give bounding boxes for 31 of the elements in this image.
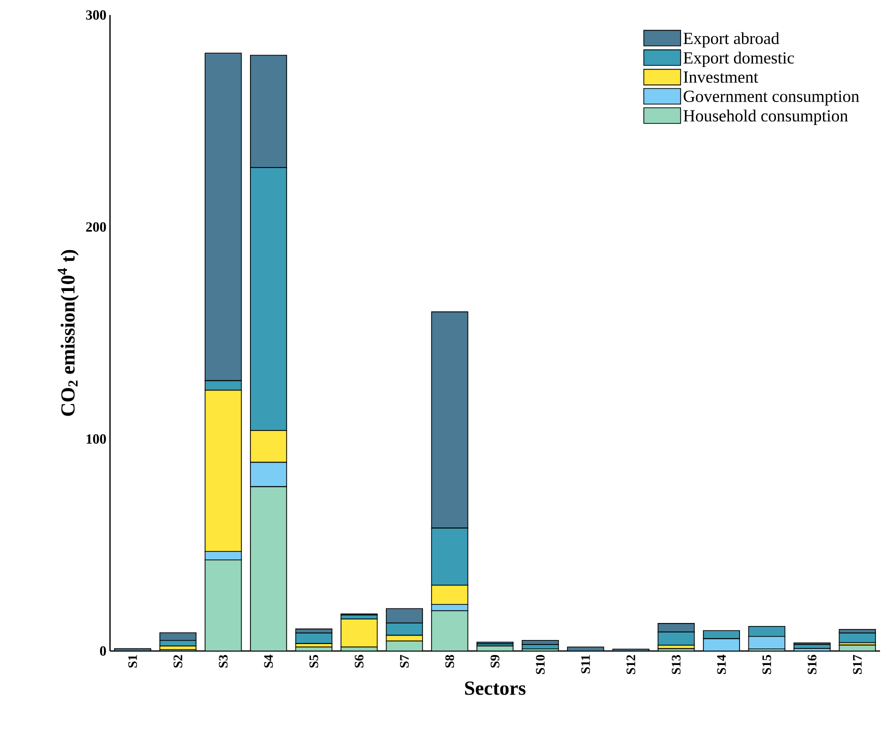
x-tick-label: S7 <box>400 654 409 668</box>
x-tick-label: S2 <box>174 655 182 668</box>
x-tick-label: S3 <box>218 654 228 668</box>
legend-label: Investment <box>684 72 758 83</box>
x-tick-label: S10 <box>536 655 545 674</box>
y-axis-title: CO$_{2}$ emission(10$^{4}$ t) <box>58 250 79 416</box>
x-tick-label: S5 <box>309 655 318 668</box>
x-tick-label: S13 <box>672 654 681 674</box>
legend-label: Government consumption <box>684 90 860 106</box>
x-tick-label: S16 <box>808 654 816 674</box>
x-tick-label: S11 <box>581 655 590 674</box>
x-tick-label: S1 <box>128 655 137 668</box>
y-tick-label: 100 <box>86 434 106 444</box>
x-tick-label: S6 <box>354 654 364 668</box>
x-tick-label: S4 <box>264 654 273 668</box>
x-tick-label: S15 <box>762 655 772 674</box>
legend-label: Export domestic <box>684 52 794 68</box>
x-tick-label: S8 <box>445 654 454 668</box>
bar <box>340 618 378 648</box>
bar <box>838 632 876 644</box>
y-tick-label: 200 <box>86 222 106 232</box>
x-tick-label: S12 <box>626 655 636 674</box>
x-tick-label: S17 <box>853 654 862 674</box>
x-tick-label: S9 <box>490 654 500 668</box>
x-tick-label: S14 <box>717 654 726 674</box>
legend-label: Household consumption <box>684 110 848 125</box>
bar <box>295 632 332 644</box>
legend-label: Export abroad <box>684 32 780 48</box>
y-tick-label: 0 <box>100 646 106 656</box>
y-tick-label: 300 <box>86 10 106 20</box>
x-axis-title: Sectors <box>465 682 526 695</box>
